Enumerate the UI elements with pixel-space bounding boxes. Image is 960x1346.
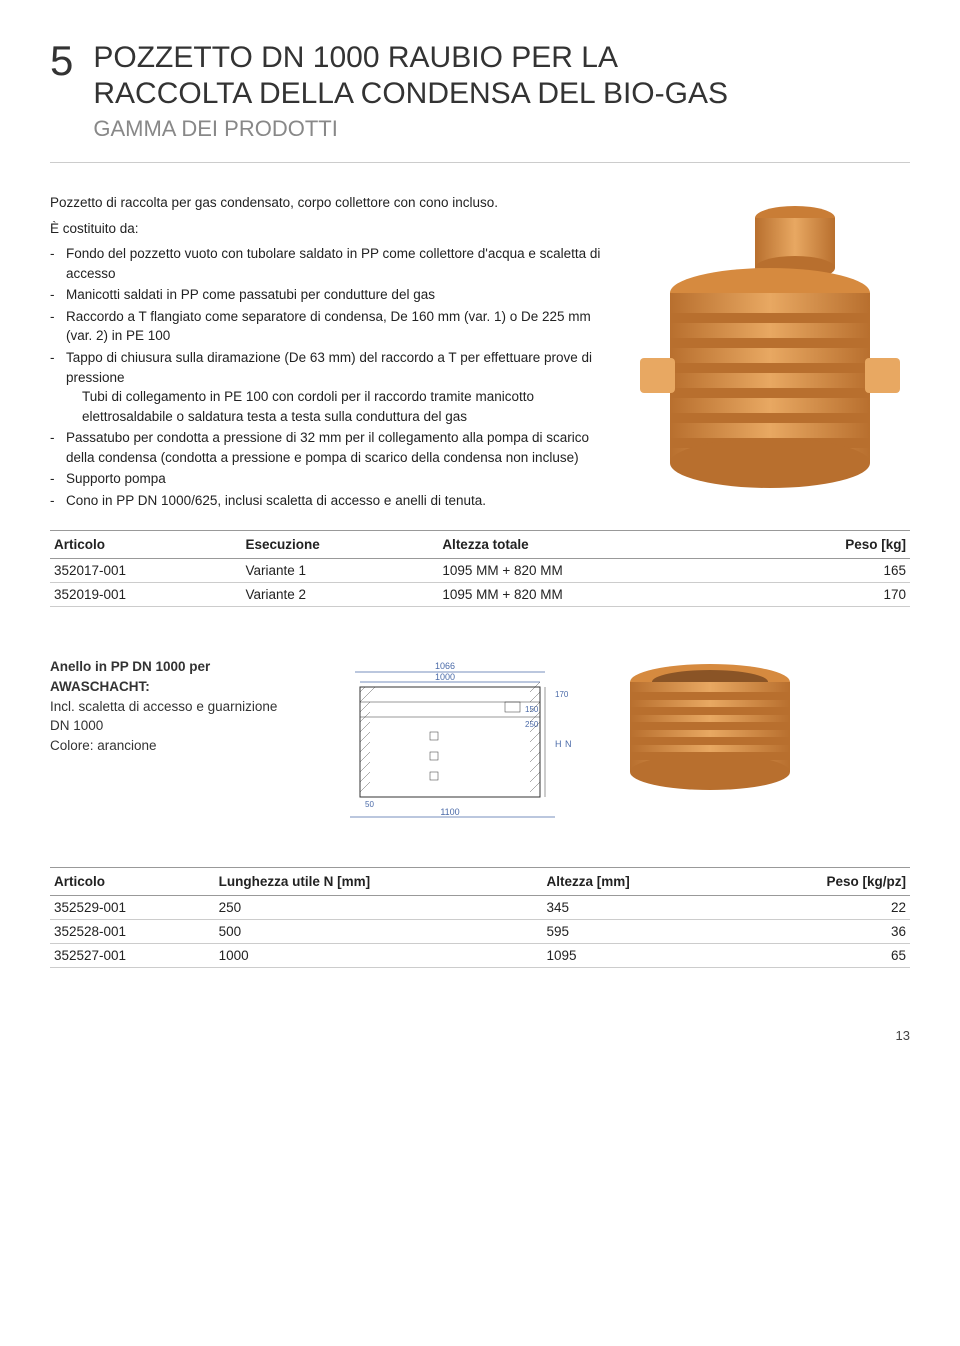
section2-title: Anello in PP DN 1000 per AWASCHACHT: xyxy=(50,657,310,696)
divider xyxy=(50,162,910,163)
title-line2: RACCOLTA DELLA CONDENSA DEL BIO-GAS xyxy=(93,77,728,110)
th-esecuzione: Esecuzione xyxy=(242,531,439,559)
td: 500 xyxy=(215,920,543,944)
bullet-item: Supporto pompa xyxy=(50,469,610,489)
th-altezza: Altezza totale xyxy=(438,531,745,559)
bullet-item: Passatubo per condotta a pressione di 32… xyxy=(50,428,610,467)
bullet-item: Manicotti saldati in PP come passatubi p… xyxy=(50,285,610,305)
intro-lead: Pozzetto di raccolta per gas condensato,… xyxy=(50,193,610,213)
td: Variante 2 xyxy=(242,583,439,607)
page-subtitle: GAMMA DEI PRODOTTI xyxy=(93,116,910,142)
td: 352528-001 xyxy=(50,920,215,944)
bullet-item: Cono in PP DN 1000/625, inclusi scaletta… xyxy=(50,491,610,511)
section2-line2: DN 1000 xyxy=(50,716,310,736)
td: Variante 1 xyxy=(242,559,439,583)
dim-top-outer: 1066 xyxy=(435,661,455,671)
bullet-item: Fondo del pozzetto vuoto con tubolare sa… xyxy=(50,244,610,283)
section2-line1: Incl. scaletta di accesso e guarnizione xyxy=(50,697,310,717)
th-altezza: Altezza [mm] xyxy=(542,868,730,896)
table-row: 352527-001 1000 1095 65 xyxy=(50,944,910,968)
bullet-item: Raccordo a T flangiato come separatore d… xyxy=(50,307,610,346)
intro-lead2: È costituito da: xyxy=(50,219,610,239)
td: 250 xyxy=(215,896,543,920)
title-line1: POZZETTO DN 1000 RAUBIO PER LA xyxy=(93,41,618,74)
table-row: 352019-001 Variante 2 1095 MM + 820 MM 1… xyxy=(50,583,910,607)
bullet-list: Fondo del pozzetto vuoto con tubolare sa… xyxy=(50,244,610,510)
bullet-sub: Tubi di collegamento in PE 100 con cordo… xyxy=(66,387,610,426)
dim-r3: 250 xyxy=(525,720,539,729)
td: 1000 xyxy=(215,944,543,968)
td: 352019-001 xyxy=(50,583,242,607)
td: 352017-001 xyxy=(50,559,242,583)
td: 165 xyxy=(746,559,911,583)
dim-bottom: 1100 xyxy=(440,807,459,817)
dim-top-inner: 1000 xyxy=(435,672,455,682)
td: 352527-001 xyxy=(50,944,215,968)
table-row: 352017-001 Variante 1 1095 MM + 820 MM 1… xyxy=(50,559,910,583)
td: 1095 MM + 820 MM xyxy=(438,583,745,607)
td: 595 xyxy=(542,920,730,944)
dim-lb: 50 xyxy=(365,800,374,809)
page-title: POZZETTO DN 1000 RAUBIO PER LA RACCOLTA … xyxy=(93,40,910,112)
th-lunghezza: Lunghezza utile N [mm] xyxy=(215,868,543,896)
td: 345 xyxy=(542,896,730,920)
intro-text: Pozzetto di raccolta per gas condensato,… xyxy=(50,193,610,512)
product-image-pozzetto xyxy=(630,193,910,503)
section-number: 5 xyxy=(50,40,73,82)
product-image-ring xyxy=(610,657,810,797)
bullet-item: Tappo di chiusura sulla diramazione (De … xyxy=(50,348,610,426)
td: 170 xyxy=(746,583,911,607)
td: 1095 MM + 820 MM xyxy=(438,559,745,583)
technical-diagram: 1066 1000 1100 170 150 H N 250 xyxy=(330,657,590,827)
dim-n: N xyxy=(565,739,572,749)
td: 352529-001 xyxy=(50,896,215,920)
table-row: 352528-001 500 595 36 xyxy=(50,920,910,944)
section2-line3: Colore: arancione xyxy=(50,736,310,756)
table-articoli-2: Articolo Lunghezza utile N [mm] Altezza … xyxy=(50,867,910,968)
dim-h: H xyxy=(555,739,562,749)
th-peso: Peso [kg/pz] xyxy=(730,868,910,896)
th-peso: Peso [kg] xyxy=(746,531,911,559)
page-number: 13 xyxy=(50,1028,910,1043)
td: 65 xyxy=(730,944,910,968)
bullet-text: Tappo di chiusura sulla diramazione (De … xyxy=(66,350,592,385)
th-articolo: Articolo xyxy=(50,868,215,896)
td: 36 xyxy=(730,920,910,944)
th-articolo: Articolo xyxy=(50,531,242,559)
table-articoli-1: Articolo Esecuzione Altezza totale Peso … xyxy=(50,530,910,607)
dim-r2: 150 xyxy=(525,705,539,714)
td: 22 xyxy=(730,896,910,920)
section-anello: Anello in PP DN 1000 per AWASCHACHT: Inc… xyxy=(50,657,910,968)
dim-r1: 170 xyxy=(555,690,569,699)
td: 1095 xyxy=(542,944,730,968)
table-row: 352529-001 250 345 22 xyxy=(50,896,910,920)
